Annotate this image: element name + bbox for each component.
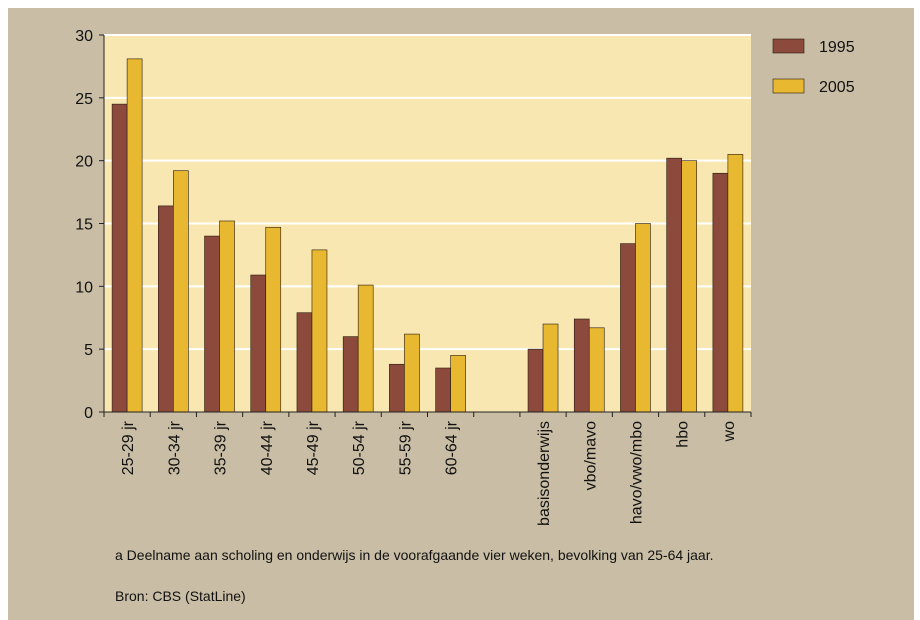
bar-2005 xyxy=(588,327,605,413)
footnote: a Deelname aan scholing en onderwijs in … xyxy=(115,547,714,563)
bar-1995 xyxy=(342,336,359,413)
x-tick-label: 30-34 jr xyxy=(166,420,183,475)
bar-2005 xyxy=(219,220,235,413)
x-tick-label: wo xyxy=(721,421,738,443)
y-tick-label: 30 xyxy=(75,28,93,45)
bar-1995 xyxy=(204,235,220,413)
bar-2005 xyxy=(681,160,697,413)
bar-1995 xyxy=(620,243,636,413)
y-tick-label: 0 xyxy=(84,405,93,422)
x-tick-label: vbo/mavo xyxy=(582,421,599,490)
x-tick-label: havo/vwo/mbo xyxy=(628,421,645,524)
x-tick-label: hbo xyxy=(675,421,692,448)
x-tick-label: 35-39 jr xyxy=(213,420,230,475)
bar-1995 xyxy=(111,103,128,413)
bar-1995 xyxy=(527,348,544,413)
bar-2005 xyxy=(357,284,374,413)
legend-label-1995: 1995 xyxy=(819,39,855,56)
x-tick-label: 40-44 jr xyxy=(259,420,276,475)
y-tick-label: 15 xyxy=(75,217,93,234)
bar-1995 xyxy=(250,274,267,413)
y-axis-ticks: 0 5 10 15 20 25 30 xyxy=(75,28,104,422)
source-note: Bron: CBS (StatLine) xyxy=(115,588,246,604)
x-axis-ticks: 25-29 jr 30-34 jr 35-39 jr 40-44 jr 45-49 jr… xyxy=(103,412,752,526)
figure-frame: 0 5 10 15 20 25 30 25-29 jr 30-34 jr 35-39 jr 40-… xyxy=(8,8,914,620)
bar-2005 xyxy=(450,355,466,413)
x-tick-label: 55-59 jr xyxy=(397,420,414,475)
bar-2005 xyxy=(126,58,143,413)
legend-swatch-1995 xyxy=(772,38,805,54)
x-tick-label: 60-64 jr xyxy=(444,420,461,475)
bar-2005 xyxy=(542,323,559,413)
x-tick-label: 45-49 jr xyxy=(305,420,322,475)
legend: 1995 2005 xyxy=(772,38,855,96)
bar-2005 xyxy=(311,249,328,413)
bar-1995 xyxy=(573,318,590,413)
bars xyxy=(111,58,744,413)
bar-2005 xyxy=(265,226,282,413)
bar-2005 xyxy=(727,154,744,413)
bar-1995 xyxy=(435,367,451,413)
bar-chart: 0 5 10 15 20 25 30 25-29 jr 30-34 jr 35-39 jr 40-… xyxy=(75,28,855,526)
y-tick-label: 10 xyxy=(75,279,93,296)
legend-swatch-2005 xyxy=(772,78,805,94)
bar-2005 xyxy=(173,170,189,413)
y-tick-label: 5 xyxy=(84,342,93,359)
bar-1995 xyxy=(712,172,729,413)
bar-1995 xyxy=(389,363,405,413)
x-tick-label: basisonderwijs xyxy=(536,421,553,526)
bar-1995 xyxy=(158,205,174,413)
bar-1995 xyxy=(296,312,313,413)
bar-2005 xyxy=(404,333,420,413)
legend-label-2005: 2005 xyxy=(819,79,855,96)
bar-1995 xyxy=(666,157,682,413)
x-tick-label: 25-29 jr xyxy=(120,420,137,475)
x-tick-label: 50-54 jr xyxy=(351,420,368,475)
y-tick-label: 20 xyxy=(75,154,93,171)
y-tick-label: 25 xyxy=(75,91,93,108)
bar-2005 xyxy=(635,223,651,413)
